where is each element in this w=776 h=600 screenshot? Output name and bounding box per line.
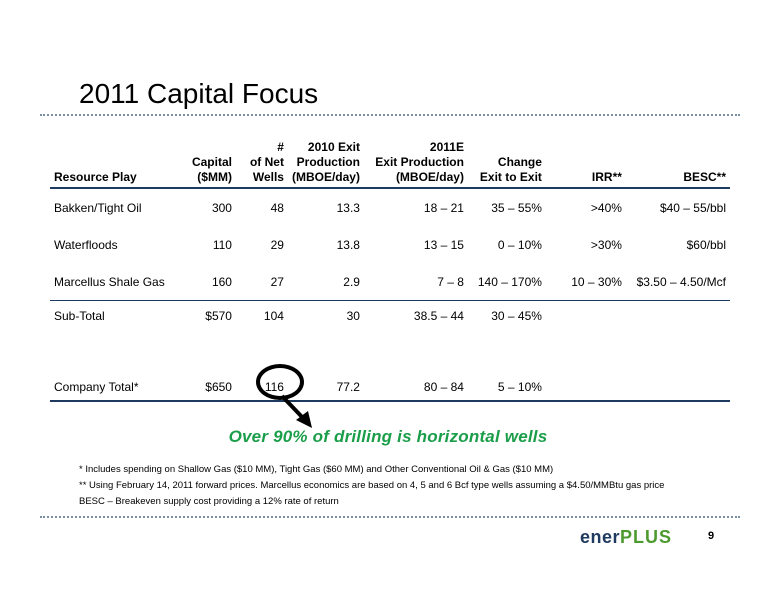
- header-cell: 2011E Exit Production (MBOE/day): [363, 140, 468, 189]
- table-cell: 30 – 45%: [467, 300, 546, 331]
- table-cell: 27: [270, 274, 284, 289]
- table-cell: Bakken/Tight Oil: [54, 200, 142, 215]
- arrow-down-icon: [280, 394, 312, 428]
- table-cell: $60/bbl: [686, 237, 726, 252]
- table-cell: 2.9: [343, 274, 360, 289]
- table-cell: $3.50 – 4.50/Mcf: [636, 274, 726, 289]
- top-dotted-divider: [40, 114, 740, 116]
- table-cell: Waterfloods: [54, 237, 118, 252]
- footnote: BESC – Breakeven supply cost providing a…: [79, 496, 339, 507]
- table-row: Waterfloods 110 29 13.8 13 – 15 0 – 10% …: [50, 226, 730, 263]
- table-cell: 35 – 55%: [491, 200, 542, 215]
- table-cell: 140 – 170%: [477, 274, 542, 289]
- table-cell: 110: [212, 237, 232, 252]
- table-cell: Sub-Total: [50, 300, 182, 331]
- table-cell: 104: [235, 300, 288, 331]
- table-cell: $650: [181, 374, 236, 402]
- footnotes: * Includes spending on Shallow Gas ($10 …: [79, 462, 664, 510]
- logo-part1: ener: [580, 527, 621, 547]
- page-number: 9: [708, 530, 715, 542]
- table-cell: 13.3: [336, 200, 360, 215]
- header-cell: IRR**: [545, 140, 626, 189]
- table-header-row: Resource Play Capital ($MM) # of Net Wells …: [50, 140, 730, 189]
- table-cell: 48: [270, 200, 284, 215]
- total-row: Company Total* $650 116 77.2 80 – 84 5 –…: [50, 374, 730, 402]
- table-cell: 18 – 21: [423, 200, 464, 215]
- table-cell: 13.8: [336, 237, 360, 252]
- table-cell: >40%: [590, 200, 622, 215]
- header-cell: Resource Play: [50, 140, 182, 189]
- subtotal-row: Sub-Total $570 104 30 38.5 – 44 30 – 45%: [50, 300, 730, 331]
- header-cell: Capital ($MM): [181, 140, 236, 189]
- table-cell: Marcellus Shale Gas: [54, 274, 165, 289]
- footnote: ** Using February 14, 2011 forward price…: [79, 480, 665, 491]
- capital-table: Resource Play Capital ($MM) # of Net Wells …: [50, 140, 730, 402]
- table-row: Marcellus Shale Gas 160 27 2.9 7 – 8 140…: [50, 263, 730, 301]
- logo-part2: PLUS: [620, 527, 673, 547]
- spacer-row: [50, 331, 730, 374]
- header-cell: # of Net Wells: [235, 140, 288, 189]
- table-cell: 5 – 10%: [467, 374, 546, 402]
- table-cell: [545, 300, 626, 331]
- highlight-circle: [256, 364, 304, 400]
- header-cell: Change Exit to Exit: [467, 140, 546, 189]
- table-cell: 38.5 – 44: [363, 300, 468, 331]
- table-cell: 80 – 84: [363, 374, 468, 402]
- table-cell: $40 – 55/bbl: [659, 200, 726, 215]
- table-cell: 160: [211, 274, 232, 289]
- table-cell: [625, 300, 730, 331]
- header-cell: BESC**: [625, 140, 730, 189]
- bottom-dotted-divider: [40, 516, 740, 518]
- table-cell: 30: [287, 300, 364, 331]
- table-cell: 29: [270, 237, 284, 252]
- table-cell: 10 – 30%: [571, 274, 622, 289]
- enerplus-logo: enerPLUS: [580, 527, 672, 548]
- table-cell: 13 – 15: [423, 237, 464, 252]
- table-row: Bakken/Tight Oil 300 48 13.3 18 – 21 35 …: [50, 188, 730, 226]
- table-cell: [545, 374, 626, 402]
- table-cell: [625, 374, 730, 402]
- callout-text: Over 90% of drilling is horizontal wells: [228, 427, 548, 446]
- table-cell: Company Total*: [50, 374, 182, 402]
- table-cell: 7 – 8: [437, 274, 464, 289]
- slide-title: 2011 Capital Focus: [79, 78, 319, 109]
- header-cell: 2010 Exit Production (MBOE/day): [287, 140, 364, 189]
- table-cell: >30%: [590, 237, 622, 252]
- table-cell: $570: [181, 300, 236, 331]
- table-cell: 300: [211, 200, 232, 215]
- table-cell: 0 – 10%: [497, 237, 542, 252]
- footnote: * Includes spending on Shallow Gas ($10 …: [79, 464, 554, 475]
